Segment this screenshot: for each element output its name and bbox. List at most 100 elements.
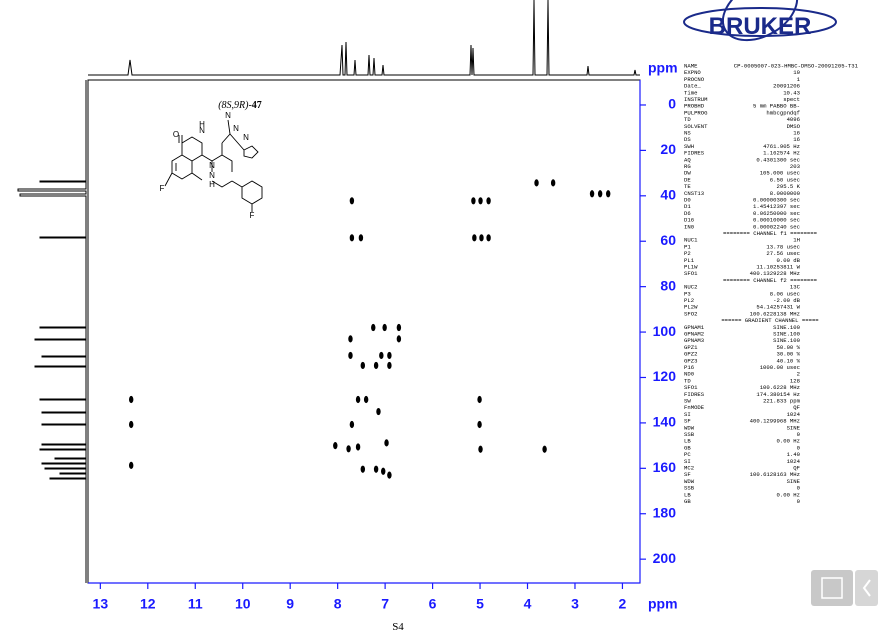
param-name: GPZ3 [684, 357, 697, 364]
param-value: 100.6228 MHz [760, 384, 800, 391]
cross-peak [348, 335, 353, 343]
atom-label: N [243, 133, 249, 142]
cross-peak [363, 395, 369, 404]
x-tick-label: 7 [381, 596, 389, 612]
cross-peak [589, 190, 595, 198]
page-number: S4 [392, 621, 404, 633]
param-name: ND0 [684, 371, 695, 378]
param-value: 203 [790, 163, 800, 170]
cross-peak [376, 407, 381, 416]
param-value: 0.4301300 sec [756, 156, 800, 163]
y-tick-label: 180 [653, 504, 677, 520]
param-value: 1000.00 usec [760, 364, 800, 371]
param-value: SINE.100 [773, 337, 800, 344]
param-value: 100.6128163 MHz [750, 471, 800, 478]
param-value: 4761.905 Hz [763, 143, 800, 150]
param-value: 0.00000300 sec [753, 196, 800, 203]
param-value: 5 mm PABBO BB- [753, 103, 800, 110]
cross-peak [478, 197, 483, 205]
param-name: P2 [684, 250, 691, 257]
param-value: 400.1299968 MHz [750, 418, 800, 425]
cross-peak [379, 351, 384, 360]
param-value: 1.162574 Hz [763, 150, 800, 157]
param-header: ======== CHANNEL f2 ======== [723, 277, 818, 284]
cross-peak [355, 443, 361, 451]
param-value: -2.00 dB [773, 297, 800, 304]
param-name: SSB [684, 485, 695, 492]
param-name: PL1W [684, 263, 698, 270]
param-name: NUC2 [684, 284, 697, 291]
param-value: 100.6228138 MHz [750, 310, 800, 317]
param-value: QF [793, 464, 800, 471]
param-name: GPZ1 [684, 344, 698, 351]
cross-peak [360, 361, 366, 370]
cross-peak [477, 420, 482, 429]
param-value: 10.43 [783, 89, 800, 96]
param-name: D1 [684, 203, 691, 210]
param-name: SI [684, 458, 691, 465]
cross-peak [333, 442, 338, 450]
cross-peak [360, 465, 366, 473]
cross-peak [396, 335, 402, 343]
param-value: 1H [793, 237, 800, 244]
param-name: DS [684, 136, 691, 143]
param-name: D0 [684, 196, 691, 203]
param-name: AQ [684, 156, 691, 163]
logo: BRUKER [683, 0, 837, 42]
param-name: PULPROG [684, 109, 708, 116]
atom-label: H [199, 120, 205, 129]
atom-label: N [209, 171, 215, 180]
x-tick-label: 5 [476, 596, 484, 612]
logo-orbit [683, 7, 837, 37]
cross-peak [128, 395, 134, 404]
param-value: hmbcgpndqf [766, 109, 800, 116]
param-value: 0.00010000 sec [753, 217, 800, 224]
param-value: 0.00002240 sec [753, 223, 800, 230]
cross-peak [477, 395, 482, 404]
x-tick-label: 9 [286, 596, 294, 612]
param-name: D16 [684, 217, 694, 224]
fit-button[interactable] [811, 570, 853, 606]
param-value: 30.00 % [777, 351, 801, 358]
param-value: 10 [793, 69, 800, 76]
y-tick-label: 100 [653, 323, 677, 339]
atom-label: N [225, 111, 231, 120]
atom-label: N [199, 126, 205, 135]
cross-peak [542, 445, 547, 453]
prev-button[interactable] [855, 570, 878, 606]
cross-peak [605, 190, 611, 198]
param-name: Time [684, 89, 697, 96]
param-name: LB [684, 438, 691, 445]
cross-peak [355, 395, 361, 404]
param-name: GPZ2 [684, 351, 697, 358]
prev-icon [862, 579, 871, 597]
cross-peak [349, 234, 355, 242]
param-name: TE [684, 183, 691, 190]
proton-trace [88, 0, 640, 76]
param-value: 0 [797, 485, 801, 492]
param-name: FIDRES [684, 391, 705, 398]
param-name: PROBHD [684, 103, 705, 110]
param-value: 27.56 usec [766, 250, 800, 257]
param-name: GB [684, 498, 691, 505]
param-name: SW [684, 397, 691, 404]
y-tick-label: 140 [653, 414, 677, 430]
compound-number: 47 [252, 100, 262, 111]
y-tick-label: 120 [653, 368, 677, 384]
param-name: DE [684, 176, 691, 183]
x-tick-label: 13 [93, 596, 109, 612]
param-value: 0.00 Hz [777, 438, 801, 445]
cross-peak [387, 361, 392, 370]
param-name: LB [684, 491, 691, 498]
param-value: QF [793, 404, 800, 411]
cross-peak [128, 461, 134, 469]
x-tick-label: 6 [429, 596, 437, 612]
cross-peak [349, 420, 355, 429]
param-name: IN0 [684, 223, 695, 230]
param-name: GPNAM2 [684, 330, 704, 337]
param-value: 13C [790, 284, 801, 291]
param-value: 295.5 K [777, 183, 801, 190]
atom-label: N [209, 161, 215, 170]
logo-text: BRUKER [709, 13, 812, 40]
